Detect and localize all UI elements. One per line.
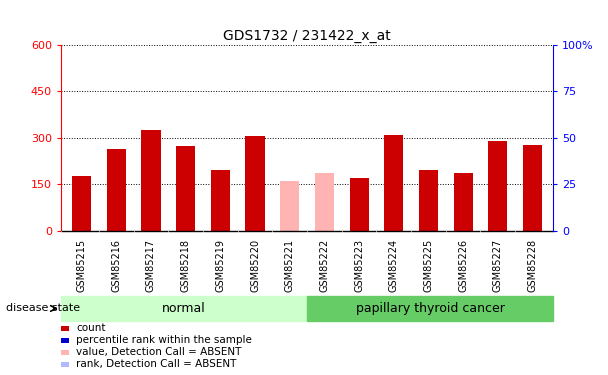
Bar xyxy=(315,173,334,231)
Text: count: count xyxy=(76,323,106,333)
Bar xyxy=(176,147,195,231)
Text: GSM85221: GSM85221 xyxy=(285,238,295,292)
Text: GSM85224: GSM85224 xyxy=(389,238,399,292)
Text: GSM85222: GSM85222 xyxy=(319,238,330,292)
Bar xyxy=(280,181,299,231)
Bar xyxy=(419,170,438,231)
Text: GSM85227: GSM85227 xyxy=(493,238,503,292)
Text: GSM85223: GSM85223 xyxy=(354,238,364,292)
Bar xyxy=(142,130,161,231)
Bar xyxy=(72,177,91,231)
Bar xyxy=(488,141,507,231)
Bar xyxy=(107,149,126,231)
Text: value, Detection Call = ABSENT: value, Detection Call = ABSENT xyxy=(76,347,241,357)
Text: rank, Detection Call = ABSENT: rank, Detection Call = ABSENT xyxy=(76,359,237,369)
Bar xyxy=(454,173,472,231)
Text: GSM85218: GSM85218 xyxy=(181,238,191,291)
Text: GSM85228: GSM85228 xyxy=(528,238,537,292)
Text: GSM85215: GSM85215 xyxy=(77,238,86,292)
Text: GSM85225: GSM85225 xyxy=(423,238,434,292)
Text: GSM85220: GSM85220 xyxy=(250,238,260,292)
Text: disease state: disease state xyxy=(6,303,80,313)
Bar xyxy=(61,296,307,321)
Text: GSM85226: GSM85226 xyxy=(458,238,468,292)
Text: GSM85217: GSM85217 xyxy=(146,238,156,292)
Text: normal: normal xyxy=(162,302,206,315)
Bar xyxy=(384,135,403,231)
Bar xyxy=(307,296,553,321)
Bar xyxy=(246,136,264,231)
Text: papillary thyroid cancer: papillary thyroid cancer xyxy=(356,302,505,315)
Text: GSM85216: GSM85216 xyxy=(111,238,121,291)
Text: GSM85219: GSM85219 xyxy=(215,238,226,291)
Text: percentile rank within the sample: percentile rank within the sample xyxy=(76,335,252,345)
Bar xyxy=(350,178,368,231)
Bar xyxy=(211,170,230,231)
Bar xyxy=(523,145,542,231)
Title: GDS1732 / 231422_x_at: GDS1732 / 231422_x_at xyxy=(223,28,391,43)
